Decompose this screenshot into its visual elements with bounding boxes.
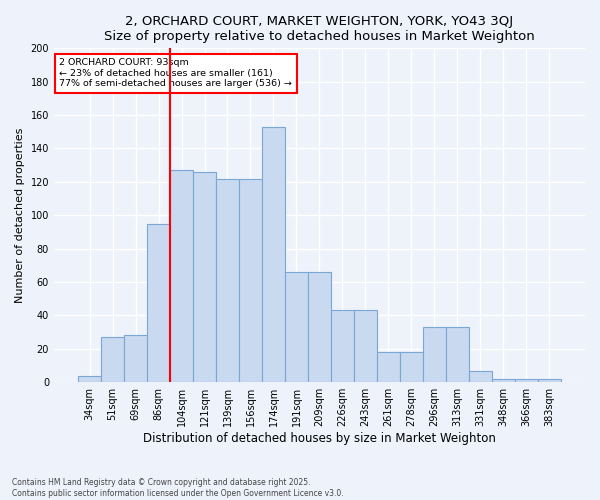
Bar	[262, 127, 285, 382]
Bar	[377, 352, 400, 382]
Bar	[469, 370, 492, 382]
Title: 2, ORCHARD COURT, MARKET WEIGHTON, YORK, YO43 3QJ
Size of property relative to d: 2, ORCHARD COURT, MARKET WEIGHTON, YORK,…	[104, 15, 535, 43]
X-axis label: Distribution of detached houses by size in Market Weighton: Distribution of detached houses by size …	[143, 432, 496, 445]
Bar	[193, 172, 216, 382]
Bar	[78, 376, 101, 382]
Text: 2 ORCHARD COURT: 93sqm
← 23% of detached houses are smaller (161)
77% of semi-de: 2 ORCHARD COURT: 93sqm ← 23% of detached…	[59, 58, 292, 88]
Bar	[308, 272, 331, 382]
Bar	[170, 170, 193, 382]
Bar	[515, 379, 538, 382]
Bar	[446, 327, 469, 382]
Bar	[331, 310, 354, 382]
Bar	[423, 327, 446, 382]
Bar	[400, 352, 423, 382]
Bar	[538, 379, 561, 382]
Bar	[354, 310, 377, 382]
Bar	[239, 178, 262, 382]
Bar	[101, 337, 124, 382]
Bar	[216, 178, 239, 382]
Bar	[124, 336, 147, 382]
Text: Contains HM Land Registry data © Crown copyright and database right 2025.
Contai: Contains HM Land Registry data © Crown c…	[12, 478, 344, 498]
Y-axis label: Number of detached properties: Number of detached properties	[15, 128, 25, 303]
Bar	[492, 379, 515, 382]
Bar	[147, 224, 170, 382]
Bar	[285, 272, 308, 382]
